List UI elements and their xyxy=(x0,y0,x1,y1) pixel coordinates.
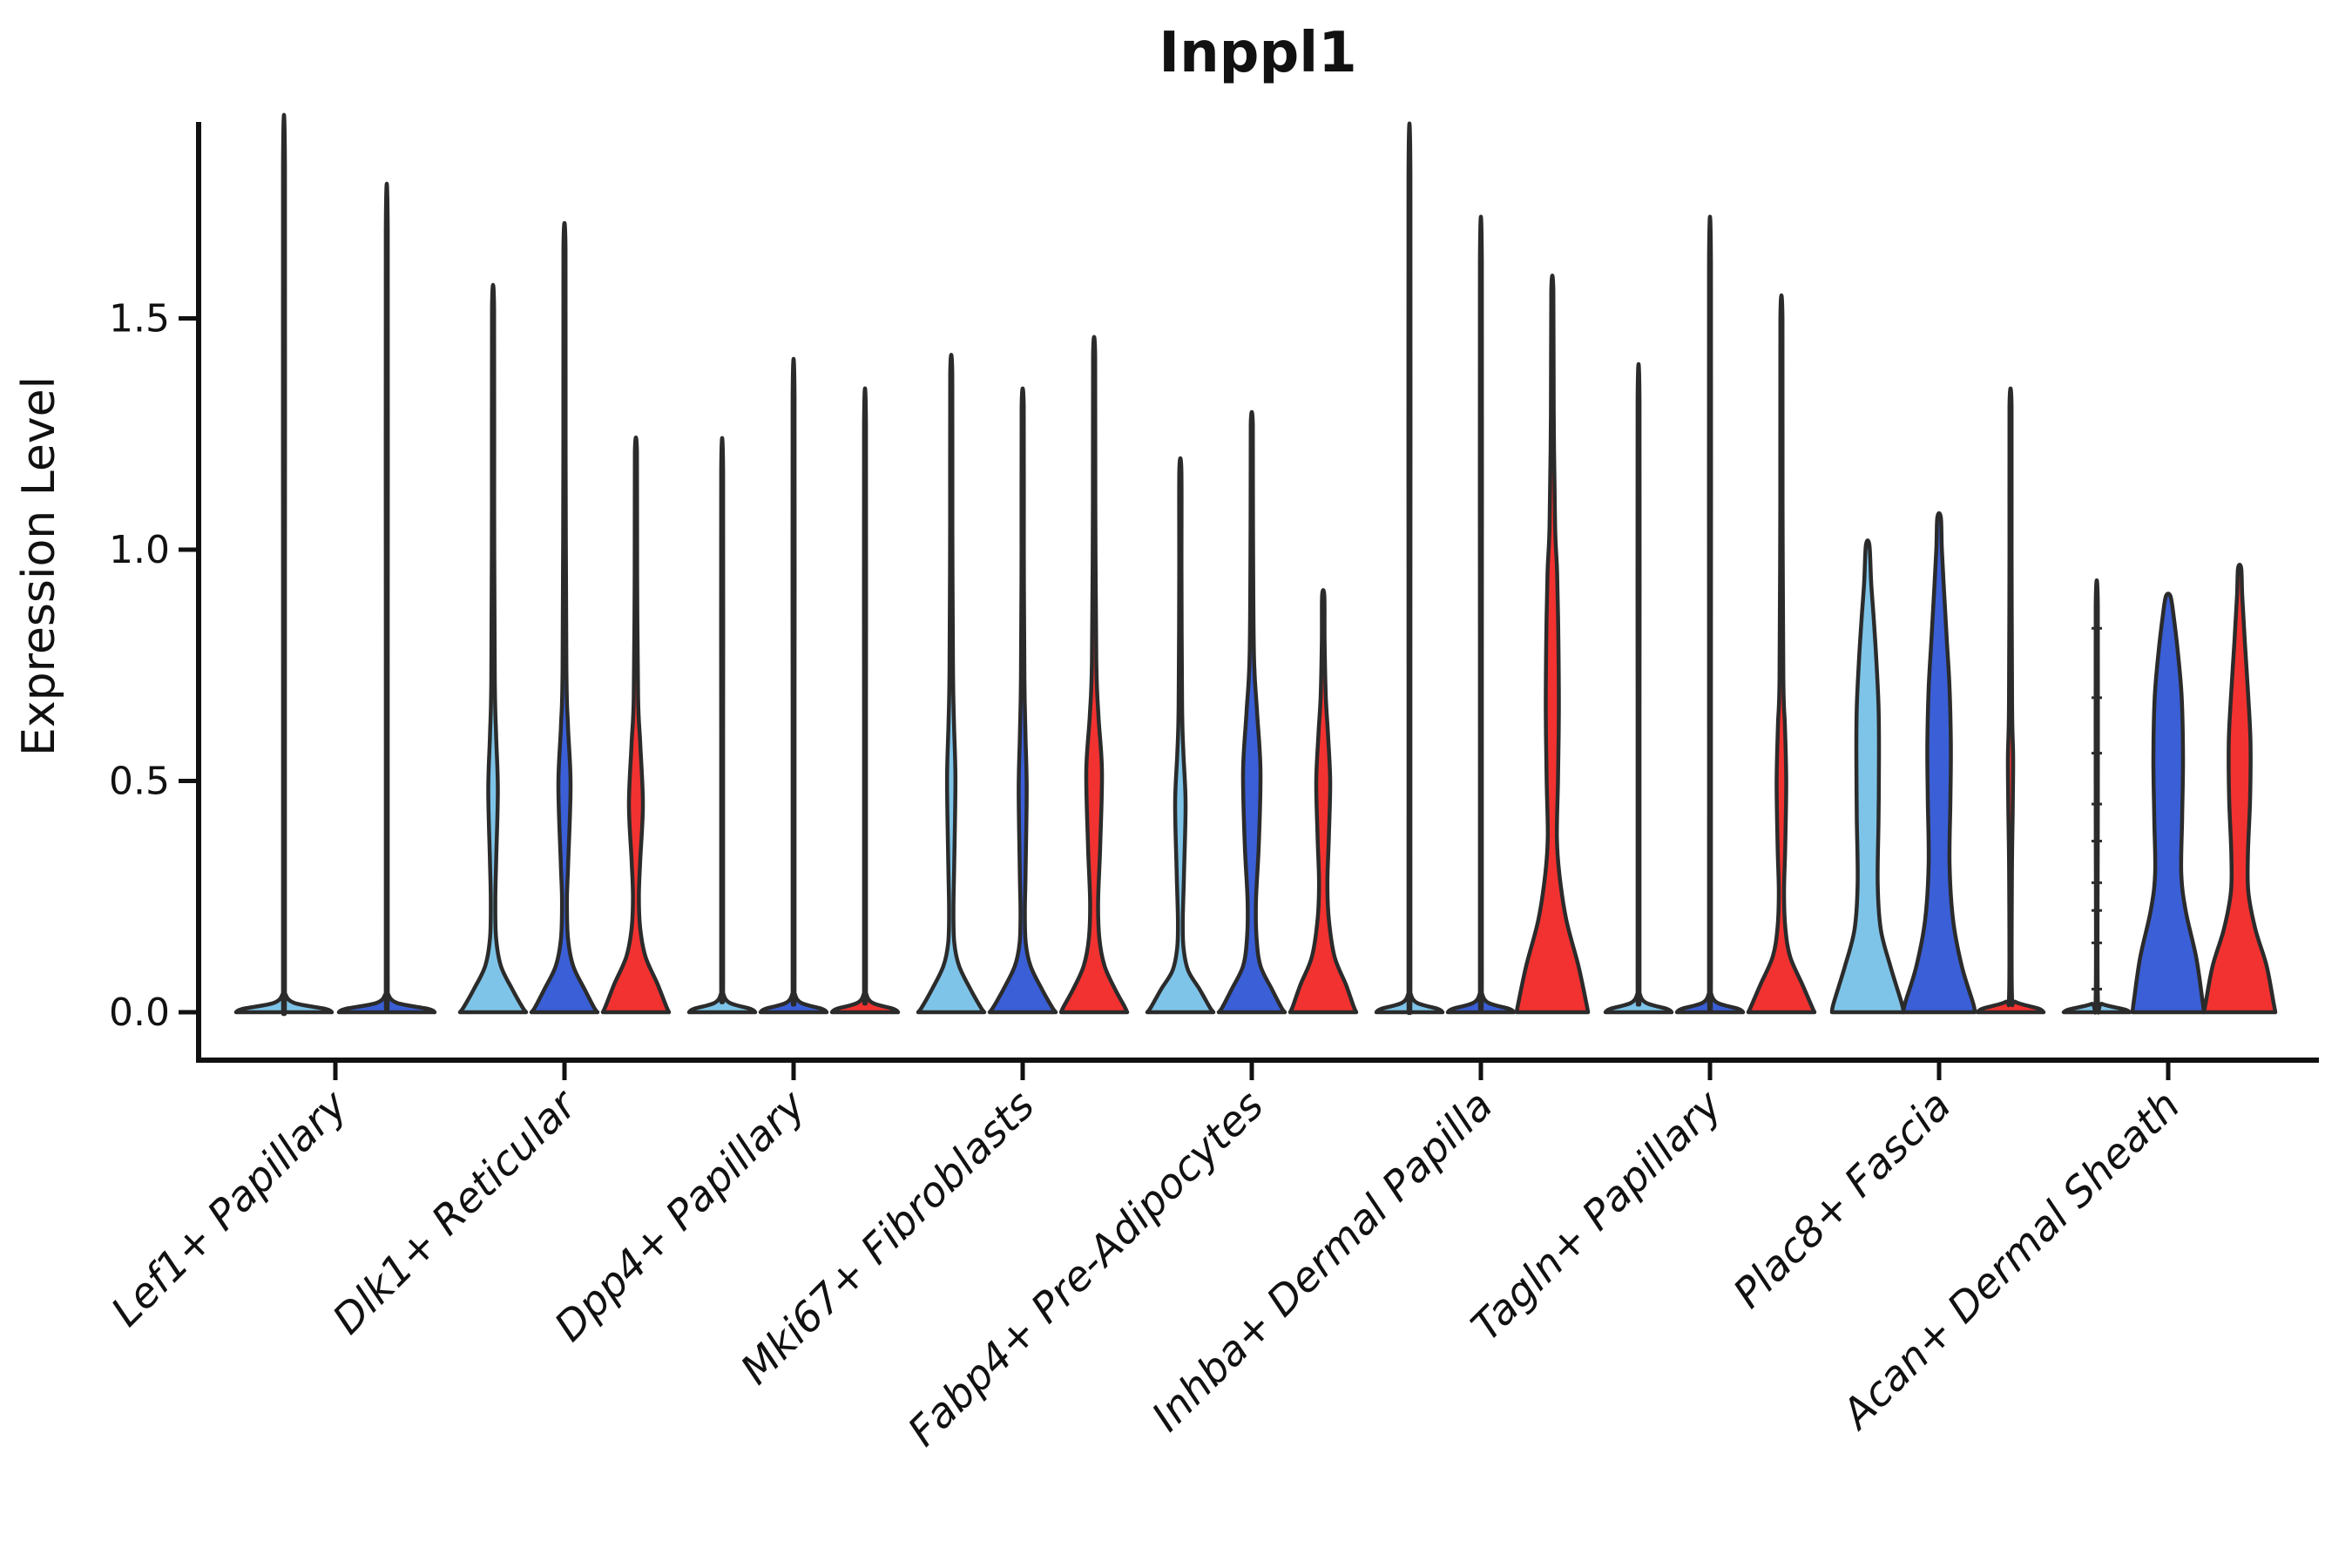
violin-plac8-dark_blue xyxy=(1901,510,1977,1015)
violin-lef1-dark_blue xyxy=(336,181,437,1015)
chart-title: Inppl1 xyxy=(1159,21,1356,85)
violin-fabp4-red xyxy=(1288,588,1359,1015)
violin-acan-red xyxy=(2201,562,2278,1015)
violin-dpp4-light_blue xyxy=(686,436,758,1015)
violin-plac8-red xyxy=(1975,386,2046,1015)
violin-mki67-dark_blue xyxy=(987,386,1058,1015)
violin-fabp4-light_blue xyxy=(1145,456,1216,1015)
violin-mki67-light_blue xyxy=(916,353,987,1015)
violin-inhba-red xyxy=(1514,274,1591,1015)
violin-plac8-light_blue xyxy=(1829,538,1906,1015)
y-axis-label: Expression Level xyxy=(13,376,65,756)
violin-inhba-light_blue xyxy=(1374,121,1445,1016)
y-tick-label: 0.5 xyxy=(109,759,170,803)
violin-dlk1-dark_blue xyxy=(529,220,600,1015)
violin-tagln-red xyxy=(1746,294,1817,1015)
violin-tagln-dark_blue xyxy=(1674,214,1746,1015)
violin-fabp4-dark_blue xyxy=(1216,409,1288,1015)
violin-dlk1-red xyxy=(600,436,672,1015)
x-tick-label: Plac8+ Fascia xyxy=(1724,1082,1960,1318)
x-tick-label: Lef1+ Papillary xyxy=(102,1081,357,1336)
violin-inhba-dark_blue xyxy=(1445,214,1517,1015)
y-tick-label: 1.0 xyxy=(109,528,170,572)
x-tick-label: Dlk1+ Reticular xyxy=(324,1080,588,1344)
violin-tagln-light_blue xyxy=(1603,362,1674,1015)
violin-dpp4-dark_blue xyxy=(758,357,829,1015)
violin-dpp4-red xyxy=(829,386,901,1015)
y-tick-label: 1.5 xyxy=(109,296,170,341)
violin-acan-light_blue xyxy=(2061,578,2132,1015)
x-tick-label: Tagln+ Papillary xyxy=(1463,1081,1733,1351)
violin-acan-dark_blue xyxy=(2130,591,2207,1015)
violin-dlk1-light_blue xyxy=(457,283,529,1015)
violin-lef1-light_blue xyxy=(233,112,335,1017)
y-tick-label: 0.0 xyxy=(109,990,170,1035)
x-tick-label: Dpp4+ Papillary xyxy=(545,1081,815,1351)
violin-mki67-red xyxy=(1058,335,1130,1015)
